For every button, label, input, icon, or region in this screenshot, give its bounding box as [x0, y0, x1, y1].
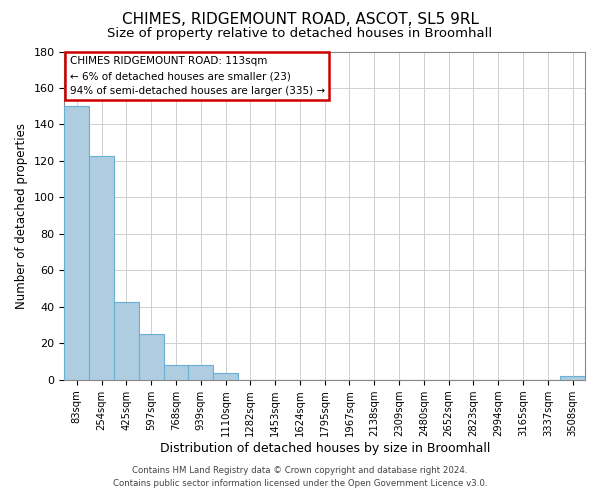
Bar: [114, 302, 139, 380]
Bar: [213, 372, 238, 380]
Y-axis label: Number of detached properties: Number of detached properties: [15, 122, 28, 308]
Text: Contains HM Land Registry data © Crown copyright and database right 2024.
Contai: Contains HM Land Registry data © Crown c…: [113, 466, 487, 487]
Text: Size of property relative to detached houses in Broomhall: Size of property relative to detached ho…: [107, 28, 493, 40]
Bar: [139, 334, 164, 380]
Bar: [560, 376, 585, 380]
Bar: [64, 106, 89, 380]
Bar: [164, 366, 188, 380]
Bar: [188, 366, 213, 380]
Text: CHIMES, RIDGEMOUNT ROAD, ASCOT, SL5 9RL: CHIMES, RIDGEMOUNT ROAD, ASCOT, SL5 9RL: [121, 12, 479, 28]
X-axis label: Distribution of detached houses by size in Broomhall: Distribution of detached houses by size …: [160, 442, 490, 455]
Text: CHIMES RIDGEMOUNT ROAD: 113sqm
← 6% of detached houses are smaller (23)
94% of s: CHIMES RIDGEMOUNT ROAD: 113sqm ← 6% of d…: [70, 56, 325, 96]
Bar: [89, 156, 114, 380]
